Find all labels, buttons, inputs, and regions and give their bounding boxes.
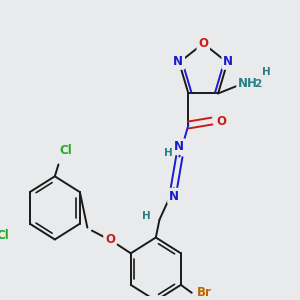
Text: H: H xyxy=(262,67,270,77)
Text: O: O xyxy=(198,37,208,50)
Text: N: N xyxy=(223,55,233,68)
Text: 2: 2 xyxy=(254,79,262,88)
Text: O: O xyxy=(105,233,115,246)
Text: NH: NH xyxy=(238,77,258,90)
Text: Br: Br xyxy=(197,286,212,299)
Text: H: H xyxy=(142,211,151,221)
Text: Cl: Cl xyxy=(0,229,9,242)
Text: H: H xyxy=(164,148,173,158)
Text: N: N xyxy=(169,190,179,202)
Text: O: O xyxy=(216,115,226,128)
Text: N: N xyxy=(174,140,184,153)
Text: Cl: Cl xyxy=(59,144,72,157)
Text: N: N xyxy=(173,55,183,68)
